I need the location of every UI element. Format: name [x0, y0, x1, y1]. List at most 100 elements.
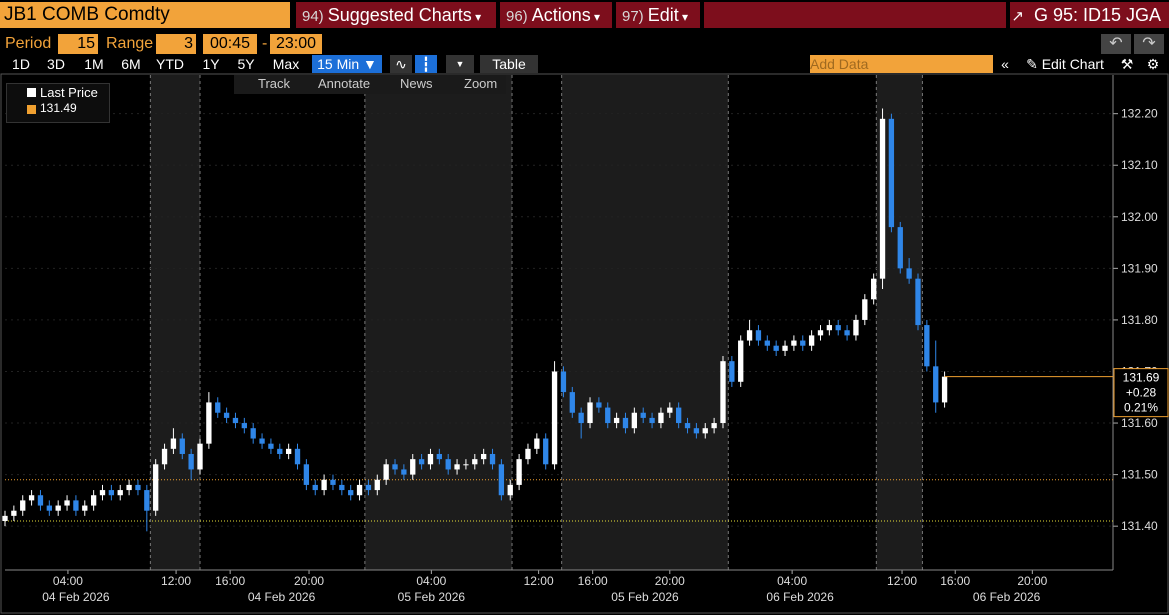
edit-chart-text: Edit Chart — [1041, 56, 1104, 72]
time-to[interactable]: 23:00 — [270, 34, 322, 54]
candle-body — [339, 484, 345, 491]
session-shade — [561, 75, 729, 570]
undo[interactable]: ↶ — [1101, 34, 1131, 54]
candle-body — [738, 340, 744, 382]
candle-body — [55, 505, 61, 511]
x-tick-label: 20:00 — [294, 574, 324, 588]
range-button[interactable]: Max — [272, 56, 300, 72]
candle-body — [587, 402, 593, 424]
menu-suggested[interactable]: 94) Suggested Charts — [296, 2, 496, 28]
candle-body — [303, 464, 310, 485]
x-date-label: 06 Feb 2026 — [766, 590, 834, 604]
candle-body — [472, 459, 478, 465]
interval[interactable]: 15 Min ▼ — [312, 55, 382, 73]
candle-body — [392, 464, 398, 470]
security[interactable]: JB1 COMB Comdty — [0, 2, 290, 28]
candle-body — [755, 330, 762, 341]
candle-body — [356, 484, 363, 496]
tool-button[interactable]: Zoom — [464, 76, 498, 91]
settings-b[interactable]: ⚙ — [1146, 56, 1160, 72]
candle-body — [117, 490, 123, 496]
tool-button[interactable]: Annotate — [318, 76, 371, 91]
range-button[interactable]: 3D — [47, 56, 65, 72]
range-button[interactable]: 1M — [84, 56, 104, 72]
candle-body — [906, 268, 912, 279]
candle-body — [153, 464, 159, 511]
candle-body — [259, 438, 265, 444]
candle-body — [321, 479, 327, 491]
candle-body — [534, 438, 540, 449]
x-date-label: 05 Feb 2026 — [611, 590, 679, 604]
settings-a[interactable]: ⚒ — [1120, 56, 1134, 72]
candle-body — [90, 495, 97, 506]
collapse[interactable]: « — [1001, 56, 1009, 72]
candle-body — [941, 376, 948, 403]
line-icon[interactable]: ∿ — [390, 55, 412, 73]
time-from[interactable]: 00:45 — [203, 34, 257, 54]
range-button[interactable]: 1Y — [202, 56, 220, 72]
candle-body — [507, 484, 513, 496]
page-id-text: G 95: ID15 JGA — [1033, 5, 1161, 25]
candle-body — [826, 325, 833, 331]
x-date-label: 04 Feb 2026 — [42, 590, 110, 604]
candle-body — [223, 412, 230, 418]
candle-body — [746, 330, 753, 341]
range-button[interactable]: 1D — [12, 56, 30, 72]
candle-body — [480, 453, 487, 460]
candle-body — [241, 423, 247, 429]
y-tick-label: 131.50 — [1121, 468, 1158, 482]
candle-body — [445, 459, 451, 470]
bar-fill — [704, 2, 1006, 28]
candle-body — [791, 340, 797, 346]
candle-body — [436, 453, 442, 460]
candle-body — [197, 443, 203, 470]
candle-body — [170, 438, 177, 449]
candle-body — [401, 469, 407, 475]
y-tick-label: 132.20 — [1121, 107, 1158, 121]
range-button[interactable]: 5Y — [237, 56, 255, 72]
candle-body — [658, 412, 664, 424]
candle-body — [924, 325, 930, 367]
candle-icon[interactable]: ┇ — [415, 55, 437, 73]
frame — [0, 73, 1169, 614]
range-label: Range — [106, 35, 154, 52]
candle-body — [418, 459, 425, 465]
candle-body — [525, 448, 531, 460]
menu-label: Edit — [647, 5, 679, 25]
range-input[interactable]: 3 — [156, 34, 196, 54]
x-tick-label: 20:00 — [655, 574, 685, 588]
tool-button[interactable]: Track — [258, 76, 291, 91]
candle-body — [543, 438, 549, 465]
candle-body — [551, 371, 558, 465]
legend-label: 131.49 — [40, 101, 77, 115]
candle-body — [613, 417, 620, 424]
candle-body — [2, 515, 8, 522]
candle-body — [933, 366, 939, 403]
candle-body — [702, 428, 708, 434]
menu-edit[interactable]: 97) Edit — [616, 2, 700, 28]
redo[interactable]: ↷ — [1134, 34, 1164, 54]
edit-chart[interactable]: ✎ Edit Chart — [1026, 56, 1104, 72]
period-input[interactable]: 15 — [58, 34, 98, 54]
menu-label: Actions — [531, 5, 591, 25]
add-data[interactable]: Add Data — [810, 55, 993, 73]
candle-body — [11, 510, 17, 516]
candle-body — [720, 361, 726, 424]
dropdown[interactable]: ▼ — [446, 55, 474, 73]
candle-body — [215, 402, 221, 413]
x-tick-label: 04:00 — [777, 574, 807, 588]
range-button[interactable]: 6M — [121, 56, 141, 72]
candle-body — [782, 345, 788, 351]
tool-button[interactable]: News — [400, 76, 433, 91]
menu-actions[interactable]: 96) Actions — [500, 2, 612, 28]
candle-body — [294, 448, 301, 465]
table-button[interactable]: Table — [480, 55, 538, 73]
candle-body — [73, 500, 79, 511]
candle-body — [622, 417, 629, 429]
candle-body — [897, 227, 903, 269]
legend-label: Last Price — [40, 85, 98, 100]
candle-body — [862, 299, 868, 320]
legend: Last Price 131.49 — [6, 83, 110, 123]
range-button[interactable]: YTD — [156, 56, 184, 72]
session-shade — [150, 75, 201, 570]
